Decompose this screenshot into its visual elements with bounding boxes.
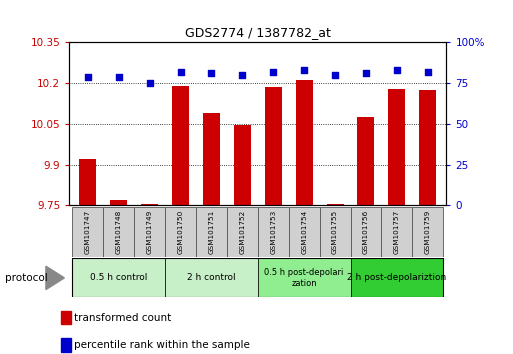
Bar [419,90,436,205]
Text: 2 h post-depolariztion: 2 h post-depolariztion [347,273,446,282]
Point [300,67,308,73]
Bar [327,204,344,205]
Text: GSM101756: GSM101756 [363,210,369,254]
Bar [110,200,127,205]
Bar [289,207,320,257]
Point [146,80,154,86]
Bar [358,117,374,205]
Text: protocol: protocol [5,273,48,283]
Point [207,70,215,76]
Text: GSM101747: GSM101747 [85,210,91,254]
Text: GSM101748: GSM101748 [116,210,122,254]
Text: GSM101755: GSM101755 [332,210,338,254]
Text: GSM101750: GSM101750 [177,210,184,254]
Bar [80,159,96,205]
Bar [350,258,443,297]
Bar [265,87,282,205]
Text: 0.5 h post-depolari
zation: 0.5 h post-depolari zation [265,268,344,287]
Bar [258,258,350,297]
Bar [172,86,189,205]
Bar [350,207,381,257]
Bar [72,207,103,257]
Polygon shape [46,266,65,290]
Bar [234,125,251,205]
Bar [134,207,165,257]
Bar [381,207,412,257]
Bar [61,311,71,324]
Text: GSM101754: GSM101754 [301,210,307,254]
Bar [227,207,258,257]
Bar [320,207,350,257]
Bar [141,204,158,205]
Point [269,69,278,75]
Bar [72,258,165,297]
Bar [258,207,289,257]
Title: GDS2774 / 1387782_at: GDS2774 / 1387782_at [185,25,331,39]
Text: GSM101757: GSM101757 [394,210,400,254]
Point [362,70,370,76]
Text: GSM101749: GSM101749 [147,210,152,254]
Text: percentile rank within the sample: percentile rank within the sample [74,340,250,350]
Text: 2 h control: 2 h control [187,273,236,282]
Bar [196,207,227,257]
Bar [203,113,220,205]
Point [238,72,246,78]
Text: 0.5 h control: 0.5 h control [90,273,147,282]
Bar [388,88,405,205]
Bar [165,258,258,297]
Text: GSM101752: GSM101752 [240,210,245,254]
Point [331,72,339,78]
Point [114,74,123,80]
Point [393,67,401,73]
Point [424,69,432,75]
Bar [61,338,71,352]
Bar [295,80,312,205]
Bar [165,207,196,257]
Text: GSM101753: GSM101753 [270,210,276,254]
Point [176,69,185,75]
Point [84,74,92,80]
Text: GSM101751: GSM101751 [208,210,214,254]
Bar [412,207,443,257]
Text: GSM101759: GSM101759 [425,210,431,254]
Bar [103,207,134,257]
Text: transformed count: transformed count [74,313,171,323]
